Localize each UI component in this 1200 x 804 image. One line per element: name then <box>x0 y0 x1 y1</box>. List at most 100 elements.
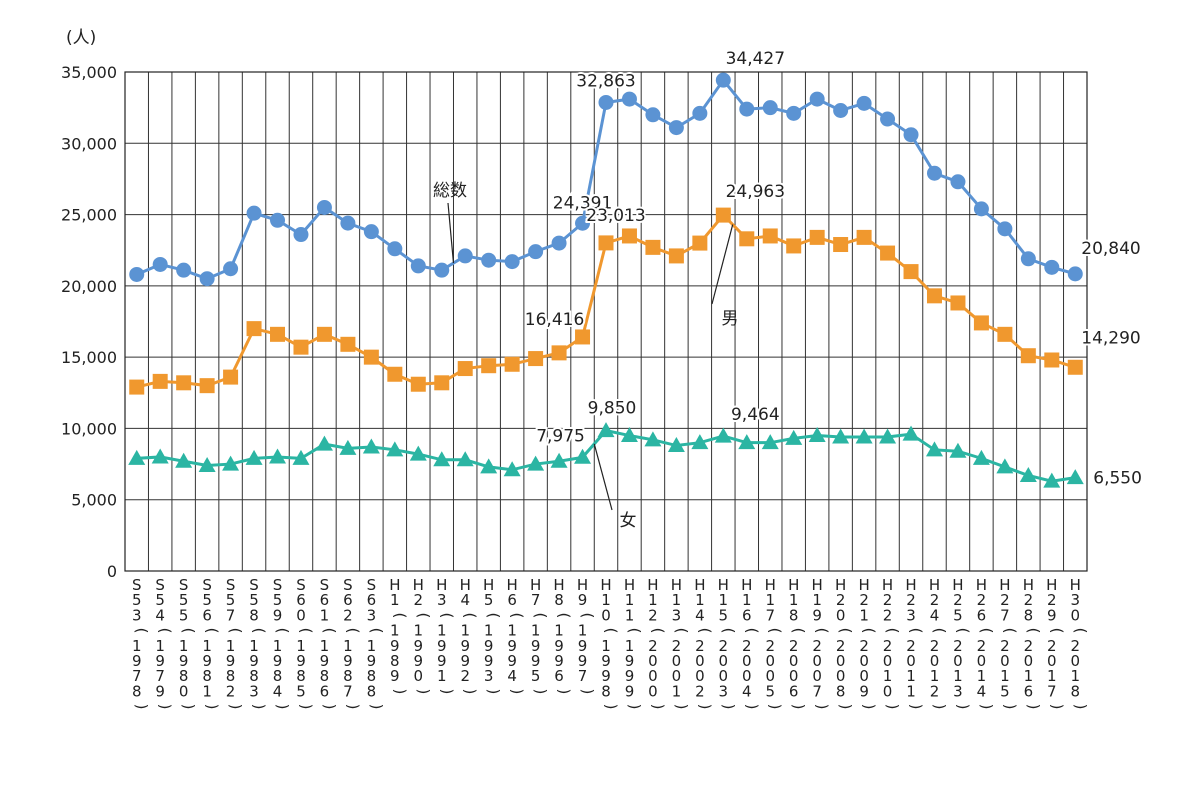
x-tick-char: 6 <box>367 591 377 609</box>
x-tick-char: 4 <box>155 606 165 624</box>
data-label: 24,963 <box>726 182 785 202</box>
data-point <box>433 451 451 467</box>
x-tick-char: 5 <box>296 682 306 700</box>
x-tick-char: 0 <box>648 682 658 700</box>
x-tick-char: 2 <box>695 637 705 655</box>
data-point <box>1020 251 1036 267</box>
data-point <box>151 448 169 464</box>
x-tick-char: 0 <box>601 606 611 624</box>
data-point <box>973 315 989 331</box>
x-tick-char: 1 <box>1070 667 1080 685</box>
x-tick-char: 0 <box>695 652 705 670</box>
data-point <box>387 241 403 257</box>
x-tick-char: 8 <box>343 667 353 685</box>
data-point <box>950 174 966 190</box>
x-tick-char: 1 <box>906 667 916 685</box>
x-tick-char: H <box>929 576 940 594</box>
x-tick-char: 4 <box>273 682 283 700</box>
x-tick-char: 2 <box>906 591 916 609</box>
x-tick-char: ( <box>719 628 737 634</box>
x-tick-char: 6 <box>507 591 517 609</box>
x-tick-char: 1 <box>719 591 729 609</box>
x-axis-ticks: S53(1978)S54(1979)S55(1980)S56(1981)S57(… <box>132 576 1089 710</box>
data-point <box>434 375 450 391</box>
x-tick-char: ( <box>672 628 690 634</box>
x-tick-char: 9 <box>601 652 611 670</box>
x-tick-char: 9 <box>578 591 588 609</box>
x-tick-char: ) <box>954 704 972 710</box>
x-tick-char: 1 <box>765 591 775 609</box>
x-tick-char: 9 <box>367 652 377 670</box>
x-tick-char: ) <box>602 704 620 710</box>
x-tick-char: 2 <box>1047 637 1057 655</box>
x-tick-char: 0 <box>742 667 752 685</box>
x-tick-char: 1 <box>789 591 799 609</box>
x-tick-char: S <box>179 576 189 594</box>
x-tick-char: 9 <box>859 682 869 700</box>
x-tick-char: 0 <box>836 652 846 670</box>
x-tick-char: 6 <box>343 591 353 609</box>
x-tick-char: S <box>202 576 212 594</box>
x-tick-char: H <box>483 576 494 594</box>
data-point <box>129 266 145 282</box>
data-point <box>739 101 755 117</box>
data-point <box>668 248 684 264</box>
data-point <box>997 221 1013 237</box>
x-tick-char: ) <box>1024 704 1042 710</box>
data-point <box>481 252 497 268</box>
x-tick-char: H <box>999 576 1010 594</box>
x-tick-char: 2 <box>953 637 963 655</box>
data-label: 9,850 <box>588 399 637 419</box>
x-tick-char: ) <box>320 704 338 710</box>
data-point <box>293 339 309 355</box>
data-label: 32,863 <box>576 71 635 91</box>
x-tick-char: 0 <box>953 652 963 670</box>
data-point <box>973 201 989 217</box>
x-tick-char: S <box>367 576 377 594</box>
x-tick-char: 8 <box>296 667 306 685</box>
data-point <box>597 422 615 438</box>
x-tick-char: H <box>952 576 963 594</box>
x-tick-char: 2 <box>977 591 987 609</box>
data-point <box>645 239 661 255</box>
x-tick-char: 9 <box>132 652 142 670</box>
x-tick-char: 8 <box>367 667 377 685</box>
x-tick-char: 9 <box>460 652 470 670</box>
data-point <box>738 434 756 450</box>
x-tick-char: 4 <box>460 591 470 609</box>
x-tick-char: 5 <box>765 682 775 700</box>
data-point <box>246 321 262 337</box>
data-point <box>785 429 803 445</box>
x-tick-char: ( <box>1024 628 1042 634</box>
series-name-label: 男 <box>722 309 739 329</box>
x-tick-char: 8 <box>789 606 799 624</box>
data-point <box>880 245 896 261</box>
data-point <box>786 105 802 121</box>
data-point <box>410 258 426 274</box>
x-tick-char: 1 <box>202 682 212 700</box>
x-tick-char: 9 <box>812 606 822 624</box>
x-tick-char: 2 <box>1047 591 1057 609</box>
x-tick-char: 7 <box>578 667 588 685</box>
x-tick-char: 5 <box>155 591 165 609</box>
x-tick-char: 0 <box>906 652 916 670</box>
x-tick-char: 2 <box>953 591 963 609</box>
x-tick-char: 8 <box>273 667 283 685</box>
x-tick-char: ) <box>1001 704 1019 710</box>
x-tick-char: 2 <box>672 637 682 655</box>
x-tick-char: 4 <box>695 606 705 624</box>
x-tick-char: 2 <box>812 637 822 655</box>
x-tick-char: 0 <box>672 667 682 685</box>
x-tick-char: 9 <box>1047 606 1057 624</box>
data-point <box>176 262 192 278</box>
x-tick-char: 2 <box>883 606 893 624</box>
x-tick-char: 9 <box>625 682 635 700</box>
x-tick-char: 9 <box>531 637 541 655</box>
data-point <box>387 366 403 382</box>
